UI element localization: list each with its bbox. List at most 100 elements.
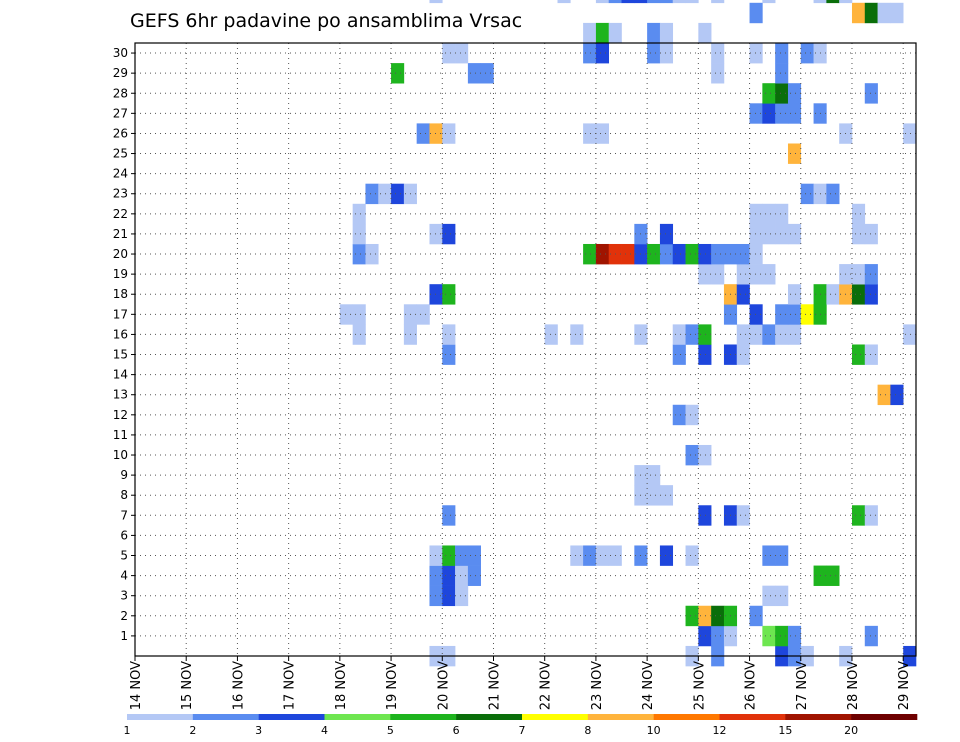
precip-cell bbox=[762, 324, 776, 345]
precip-cell bbox=[659, 43, 674, 64]
precip-cell bbox=[826, 565, 840, 586]
y-tick-label: 3 bbox=[120, 589, 128, 603]
precip-cell bbox=[762, 83, 776, 104]
y-tick-label: 14 bbox=[113, 368, 128, 382]
precip-cell bbox=[480, 63, 494, 84]
plot-area bbox=[339, 0, 917, 667]
precip-cell bbox=[365, 243, 379, 265]
precip-cell bbox=[851, 264, 866, 285]
precip-cell bbox=[442, 505, 456, 526]
colorbar-swatch bbox=[522, 714, 589, 720]
plot-frame bbox=[134, 42, 917, 657]
precip-cell bbox=[595, 0, 610, 4]
precip-cell bbox=[595, 43, 610, 64]
colorbar-swatch bbox=[390, 714, 457, 720]
precip-cell bbox=[621, 0, 635, 4]
precip-cell bbox=[647, 0, 661, 4]
x-tick-label: 27 NOV bbox=[795, 661, 810, 710]
precip-cell bbox=[378, 183, 392, 205]
precip-cell bbox=[749, 223, 763, 245]
precip-cell bbox=[352, 324, 366, 345]
precip-cell bbox=[698, 444, 712, 466]
precip-cell bbox=[659, 22, 674, 44]
colorbar-swatch bbox=[192, 714, 259, 720]
precip-cell bbox=[787, 143, 802, 164]
y-tick-label: 12 bbox=[113, 408, 128, 422]
y-tick-label: 19 bbox=[113, 267, 128, 281]
precip-cell bbox=[736, 344, 750, 365]
y-tick-label: 9 bbox=[120, 468, 128, 482]
precip-cell bbox=[442, 284, 456, 305]
precip-cell bbox=[762, 545, 776, 566]
colorbar-label: 8 bbox=[584, 724, 591, 737]
precip-cell bbox=[429, 123, 443, 144]
precip-cell bbox=[685, 243, 699, 265]
y-tick-label: 10 bbox=[113, 448, 128, 462]
precip-cell bbox=[851, 2, 866, 24]
precip-cell bbox=[749, 605, 763, 627]
colorbar-swatch bbox=[719, 714, 786, 720]
precip-cell bbox=[685, 404, 699, 426]
precip-cell bbox=[352, 223, 366, 245]
precip-cell bbox=[672, 324, 686, 345]
y-tick-label: 15 bbox=[113, 348, 128, 362]
precip-cell bbox=[775, 83, 789, 104]
precip-cell bbox=[544, 324, 558, 345]
precip-cell bbox=[877, 2, 891, 24]
precip-cell bbox=[455, 585, 469, 607]
precip-cell bbox=[749, 103, 763, 124]
precip-cell bbox=[851, 505, 866, 526]
y-tick-label: 21 bbox=[113, 227, 128, 241]
precip-cell bbox=[583, 43, 597, 64]
y-tick-label: 27 bbox=[113, 106, 128, 120]
x-tick-label: 20 NOV bbox=[436, 661, 451, 710]
precip-cell bbox=[762, 103, 776, 124]
x-tick-label: 25 NOV bbox=[692, 661, 707, 710]
precip-cell bbox=[608, 22, 622, 44]
precip-cell bbox=[339, 304, 353, 325]
precip-cell bbox=[736, 324, 750, 345]
precip-cell bbox=[442, 43, 456, 64]
precip-cell bbox=[762, 264, 776, 285]
x-tick-label: 23 NOV bbox=[590, 661, 605, 710]
precip-cell bbox=[864, 83, 878, 104]
x-tick-label: 21 NOV bbox=[487, 661, 502, 710]
precip-cell bbox=[698, 605, 712, 627]
colorbar-swatch bbox=[851, 714, 918, 720]
precip-cell bbox=[749, 43, 763, 64]
precip-cell bbox=[775, 203, 789, 225]
x-tick-label: 22 NOV bbox=[539, 661, 554, 710]
precip-cell bbox=[749, 304, 763, 325]
precip-cell bbox=[429, 284, 443, 305]
precip-cell bbox=[647, 243, 661, 265]
precip-cell bbox=[826, 284, 840, 305]
y-axis: 1234567891011121314151617181920212223242… bbox=[113, 46, 135, 643]
precip-cell bbox=[698, 505, 712, 526]
precip-cell bbox=[839, 0, 853, 4]
precip-cell bbox=[570, 324, 584, 345]
y-tick-label: 30 bbox=[113, 46, 128, 60]
precip-cell bbox=[621, 243, 635, 265]
precip-cell bbox=[864, 2, 878, 24]
precip-cell bbox=[800, 183, 814, 205]
precip-cell bbox=[557, 0, 571, 4]
precip-cell bbox=[672, 404, 686, 426]
precip-cell bbox=[903, 123, 917, 144]
precip-cell bbox=[685, 444, 699, 466]
precip-cell bbox=[749, 203, 763, 225]
precip-cell bbox=[864, 344, 878, 365]
colorbar-swatch bbox=[785, 714, 852, 720]
colorbar-label: 5 bbox=[387, 724, 394, 737]
precip-cell bbox=[455, 43, 469, 64]
y-tick-label: 5 bbox=[120, 549, 128, 563]
precip-cell bbox=[442, 123, 456, 144]
precip-cell bbox=[890, 2, 904, 24]
y-tick-label: 16 bbox=[113, 327, 128, 341]
y-tick-label: 8 bbox=[120, 488, 128, 502]
precip-cell bbox=[736, 243, 750, 265]
precip-cell bbox=[711, 625, 725, 647]
precip-cell bbox=[851, 223, 866, 245]
y-tick-label: 1 bbox=[120, 629, 128, 643]
precip-cell bbox=[877, 384, 891, 406]
precip-cell bbox=[352, 243, 366, 265]
